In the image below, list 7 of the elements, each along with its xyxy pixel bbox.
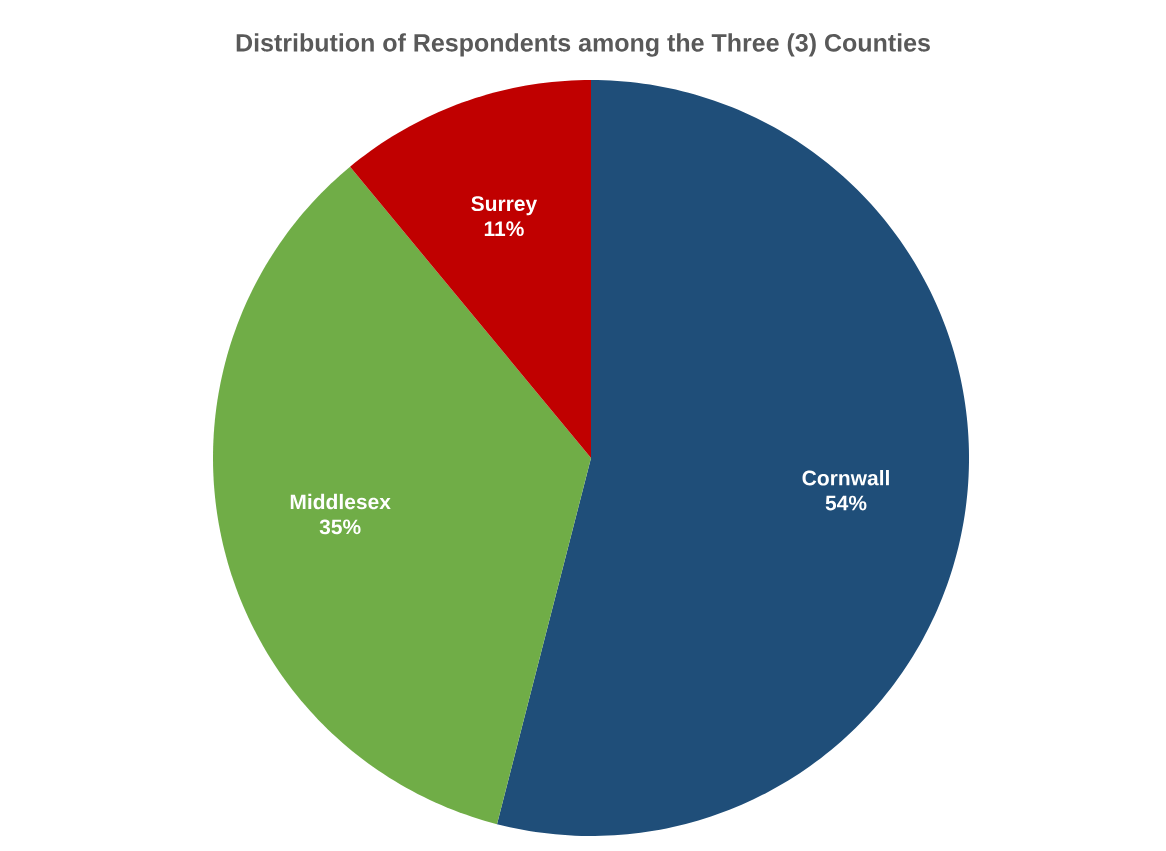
slice-label: Surrey (471, 196, 538, 216)
data-label: 11% (484, 221, 524, 237)
data-label: 35% (319, 519, 361, 535)
slice-label: Cornwall (802, 470, 889, 486)
chart-title: Distribution of Respondents among the Three (3) Counties (236, 33, 930, 57)
slice-label: Middlesex (290, 493, 391, 510)
data-label: 54% (825, 495, 867, 511)
